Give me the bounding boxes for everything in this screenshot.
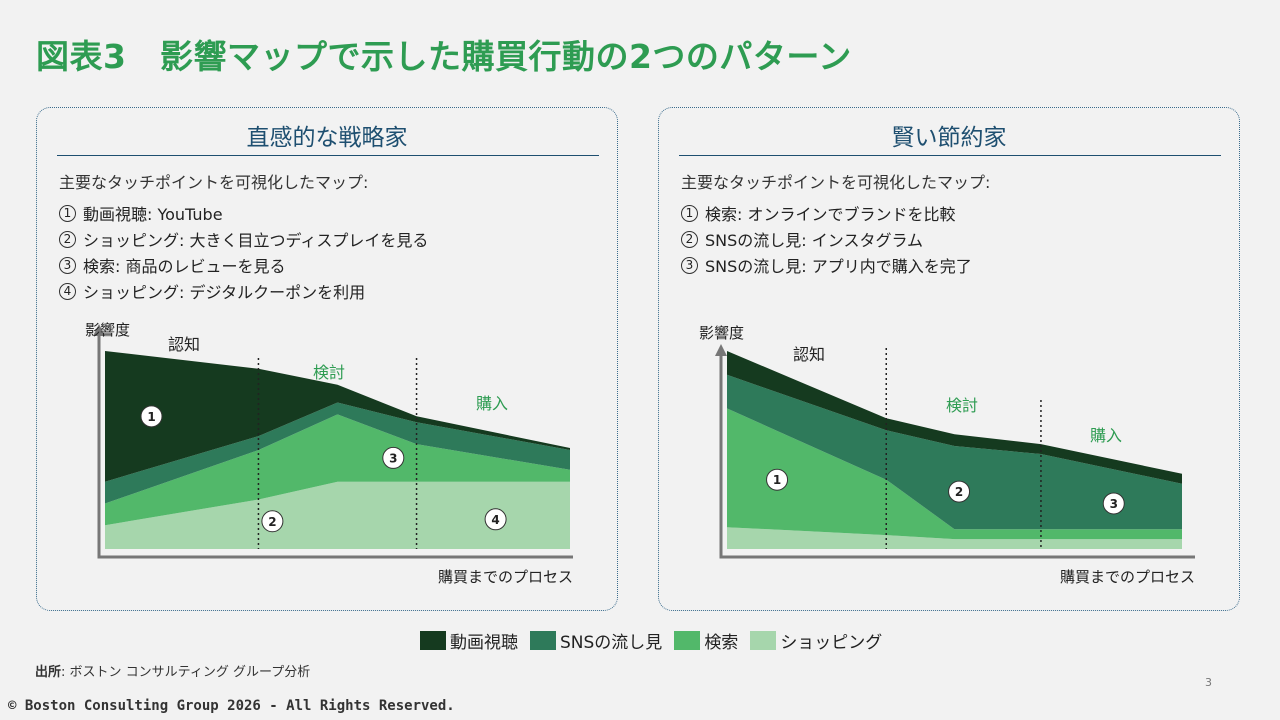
touchpoint-marker [484, 508, 507, 531]
touchpoint-marker [1102, 492, 1125, 515]
touchpoint-marker-label: 3 [1110, 497, 1118, 511]
axes [97, 332, 573, 559]
touchpoint-marker [948, 480, 971, 503]
touchpoint-text: 検索: 商品のレビューを見る [83, 257, 286, 276]
panel-title: 賢い節約家 [891, 125, 1007, 151]
page-number: 3 [1205, 676, 1212, 689]
stage-label: 購入 [476, 394, 508, 413]
area-search [105, 414, 570, 526]
legend-swatch [750, 631, 777, 650]
legend-label: 検索 [704, 633, 739, 653]
area-sns [727, 374, 1182, 530]
legend-label: ショッピング [780, 633, 883, 653]
number-badge: 4 [59, 282, 76, 300]
touchpoint-item: 1 検索: オンラインでブランドを比較 [681, 200, 972, 226]
stage-label: 認知 [168, 335, 200, 354]
source-label: 出所 [35, 665, 62, 680]
legend-item-video: 動画視聴 [420, 628, 518, 653]
touchpoint-text: 検索: オンラインでブランドを比較 [705, 205, 956, 224]
touchpoint-subtitle: 主要なタッチポイントを可視化したマップ: [59, 173, 369, 192]
number-badge: 1 [681, 204, 698, 222]
number-badge: 2 [59, 230, 76, 248]
number-badge: 1 [59, 204, 76, 222]
touchpoint-item: 2 ショッピング: 大きく目立つディスプレイを見る [59, 226, 428, 252]
touchpoint-marker [766, 468, 789, 491]
legend-label: SNSの流し見 [560, 633, 663, 653]
area-shopping [105, 481, 570, 549]
touchpoint-marker [382, 446, 405, 469]
area-shopping [727, 527, 1182, 549]
touchpoint-list: 1 検索: オンラインでブランドを比較 2 SNSの流し見: インスタグラム 3 SN… [681, 200, 972, 278]
x-axis-label: 購買までのプロセス [1060, 568, 1195, 586]
touchpoint-marker-label: 4 [491, 513, 499, 527]
touchpoint-item: 3 SNSの流し見: アプリ内で購入を完了 [681, 252, 972, 278]
y-axis-arrow [715, 344, 727, 356]
x-axis-label: 購買までのプロセス [438, 568, 573, 586]
stage-label: 検討 [313, 363, 345, 382]
touchpoint-item: 3 検索: 商品のレビューを見る [59, 252, 428, 278]
page-title: 図表3 影響マップで示した購買行動の2つのパターン [36, 37, 852, 76]
touchpoint-item: 4 ショッピング: デジタルクーポンを利用 [59, 278, 428, 304]
touchpoint-text: 動画視聴: YouTube [83, 205, 223, 224]
touchpoint-subtitle: 主要なタッチポイントを可視化したマップ: [681, 173, 991, 192]
stage-label: 購入 [1090, 426, 1122, 445]
panel-smart-saver: 賢い節約家 主要なタッチポイントを可視化したマップ: 1 検索: オンラインでブラ… [658, 107, 1240, 611]
touchpoint-marker [261, 510, 284, 533]
stage-label: 検討 [946, 396, 978, 415]
y-axis-label: 影響度 [699, 324, 744, 342]
area-video [727, 351, 1182, 484]
source-text: : ボストン コンサルティング グループ分析 [61, 665, 311, 680]
title-divider [57, 155, 599, 156]
touchpoint-text: ショッピング: デジタルクーポンを利用 [83, 283, 366, 302]
panel-intuitive-strategist: 直感的な戦略家 主要なタッチポイントを可視化したマップ: 1 動画視聴: YouT… [36, 107, 618, 611]
touchpoint-text: SNSの流し見: インスタグラム [705, 231, 923, 250]
touchpoint-marker [140, 405, 163, 428]
area-sns [105, 402, 570, 504]
touchpoint-marker-label: 1 [147, 410, 155, 424]
legend-swatch [674, 631, 701, 650]
touchpoint-item: 1 動画視聴: YouTube [59, 200, 428, 226]
legend-item-shopping: ショッピング [750, 628, 882, 653]
touchpoint-text: SNSの流し見: アプリ内で購入を完了 [705, 257, 972, 276]
panel-title: 直感的な戦略家 [246, 125, 408, 151]
y-axis-arrow [93, 324, 105, 336]
source-note: 出所: ボストン コンサルティング グループ分析 [35, 661, 310, 680]
touchpoint-list: 1 動画視聴: YouTube 2 ショッピング: 大きく目立つディスプレイを見る … [59, 200, 428, 304]
touchpoint-marker-label: 1 [773, 473, 781, 487]
touchpoint-text: ショッピング: 大きく目立つディスプレイを見る [83, 231, 429, 250]
legend-swatch [420, 631, 446, 650]
y-axis-label: 影響度 [85, 321, 130, 339]
title-divider [679, 155, 1221, 156]
touchpoint-marker-label: 2 [955, 485, 963, 499]
number-badge: 2 [681, 230, 698, 248]
number-badge: 3 [681, 256, 698, 274]
number-badge: 3 [59, 256, 76, 274]
stage-label: 認知 [793, 345, 825, 364]
legend-item-search: 検索 [674, 628, 738, 653]
copyright: © Boston Consulting Group 2026 - All Rig… [8, 698, 455, 714]
chart-legend: 動画視聴 SNSの流し見 検索 ショッピング [420, 628, 894, 653]
touchpoint-item: 2 SNSの流し見: インスタグラム [681, 226, 972, 252]
touchpoint-marker-label: 3 [389, 451, 397, 465]
legend-swatch [530, 631, 556, 650]
legend-label: 動画視聴 [450, 633, 518, 653]
touchpoint-marker-label: 2 [268, 515, 276, 529]
legend-item-sns: SNSの流し見 [530, 628, 662, 653]
axes [719, 352, 1195, 559]
area-video [105, 351, 570, 482]
area-search [727, 408, 1182, 540]
